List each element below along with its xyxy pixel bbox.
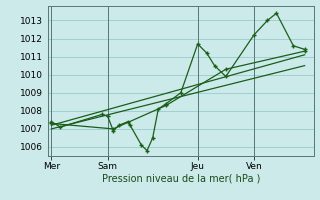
X-axis label: Pression niveau de la mer( hPa ): Pression niveau de la mer( hPa ) bbox=[102, 173, 260, 183]
